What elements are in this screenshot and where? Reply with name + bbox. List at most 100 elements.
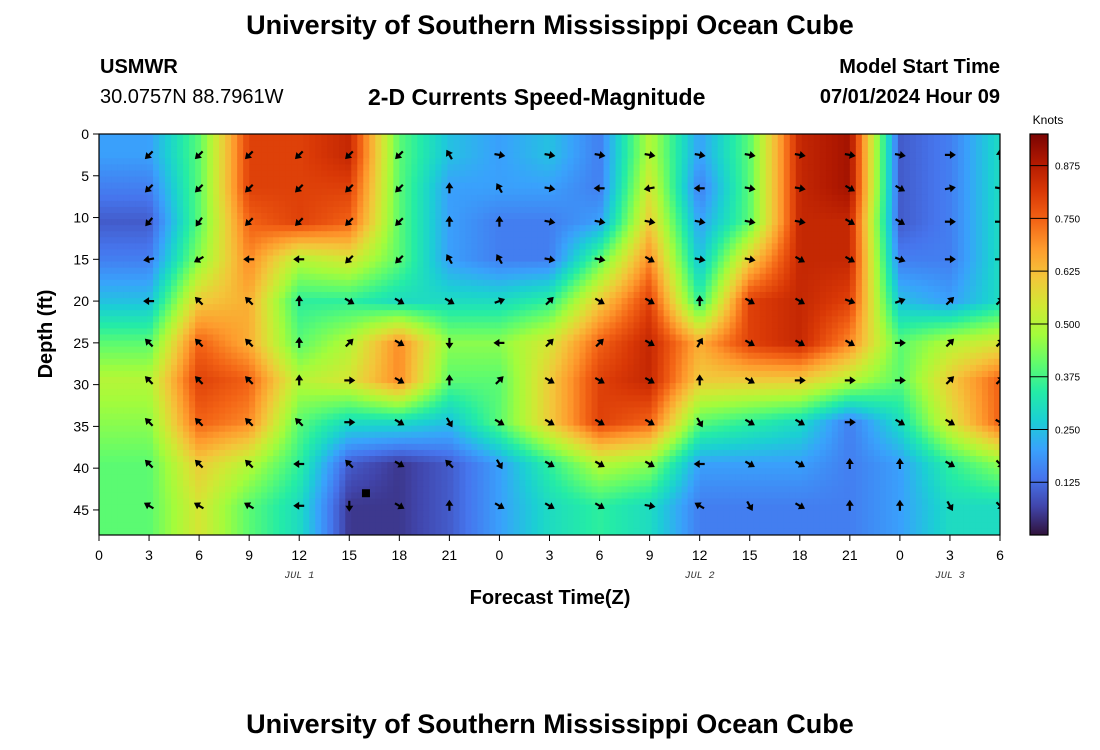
heatmap-cell [147,334,154,342]
heatmap-cell [483,188,491,196]
heatmap-cell [621,140,629,147]
heatmap-cell [555,219,563,226]
heatmap-cell [219,134,226,141]
heatmap-cell [405,243,412,251]
heatmap-cell [921,328,929,336]
heatmap-cell [747,158,755,165]
heatmap-cell [717,316,725,323]
heatmap-cell [843,194,851,202]
heatmap-cell [411,182,418,190]
heatmap-cell [525,304,533,311]
heatmap-cell [141,237,148,244]
heatmap-cell [315,255,322,263]
heatmap-cell [867,322,875,330]
heatmap-cell [321,310,328,317]
heatmap-cell [651,237,659,244]
heatmap-cell [627,267,635,275]
heatmap-cell [741,310,749,317]
heatmap-cell [909,237,917,244]
heatmap-cell [351,249,358,257]
heatmap-cell [195,316,202,323]
heatmap-cell [189,328,196,336]
heatmap-cell [867,243,875,251]
heatmap-cell [867,231,875,238]
heatmap-cell [981,316,989,323]
heatmap-cell [291,243,298,251]
heatmap-cell [213,158,220,165]
heatmap-cell [909,158,917,165]
heatmap-cell [327,164,334,172]
heatmap-cell [981,200,989,208]
heatmap-cell [651,243,659,251]
heatmap-cell [639,279,647,287]
heatmap-cell [717,249,725,257]
heatmap-cell [315,298,322,305]
heatmap-cell [741,237,749,244]
heatmap-cell [459,164,467,172]
heatmap-cell [615,200,623,208]
heatmap-cell [117,212,124,220]
heatmap-cell [345,291,352,299]
heatmap-cell [411,212,418,220]
heatmap-cell [681,304,689,311]
heatmap-cell [339,206,346,214]
heatmap-cell [843,310,851,317]
heatmap-cell [561,206,569,214]
heatmap-cell [495,176,503,184]
heatmap-cell [213,206,220,214]
heatmap-cell [987,212,995,220]
heatmap-cell [837,206,845,214]
heatmap-cell [639,158,647,165]
heatmap-cell [297,261,304,269]
heatmap-cell [597,146,605,153]
heatmap-cell [609,291,617,299]
heatmap-cell [429,285,436,293]
heatmap-cell [219,212,226,220]
heatmap-cell [705,134,713,141]
heatmap-cell [195,328,202,336]
heatmap-cell [243,194,250,202]
heatmap-cell [375,176,382,184]
heatmap-cell [663,316,671,323]
heatmap-cell [981,255,989,263]
heatmap-cell [735,140,743,147]
heatmap-cell [753,152,761,159]
heatmap-cell [441,164,448,172]
heatmap-cell [645,164,653,172]
heatmap-cell [855,273,863,281]
heatmap-cell [873,194,881,202]
heatmap-cell [117,170,124,178]
heatmap-cell [471,231,479,238]
heatmap-cell [507,316,515,323]
heatmap-cell [879,146,887,153]
heatmap-cell [663,212,671,220]
heatmap-cell [165,170,172,178]
heatmap-cell [183,285,190,293]
heatmap-cell [417,146,424,153]
heatmap-cell [579,225,587,232]
heatmap-cell [237,182,244,190]
heatmap-cell [513,261,521,269]
heatmap-cell [915,152,923,159]
heatmap-cell [765,267,773,275]
heatmap-cell [345,322,352,330]
heatmap-cell [963,273,971,281]
heatmap-cell [909,225,917,232]
heatmap-cell [675,206,683,214]
heatmap-cell [471,219,479,226]
heatmap-cell [537,194,545,202]
heatmap-cell [303,212,310,220]
heatmap-cell [471,200,479,208]
heatmap-cell [321,200,328,208]
heatmap-cell [627,206,635,214]
heatmap-cell [585,249,593,257]
heatmap-cell [141,243,148,251]
heatmap-cell [315,285,322,293]
heatmap-cell [603,225,611,232]
heatmap-cell [585,206,593,214]
heatmap-cell [645,322,653,330]
heatmap-cell [105,231,112,238]
heatmap-cell [477,328,485,336]
heatmap-cell [573,225,581,232]
heatmap-cell [819,310,827,317]
